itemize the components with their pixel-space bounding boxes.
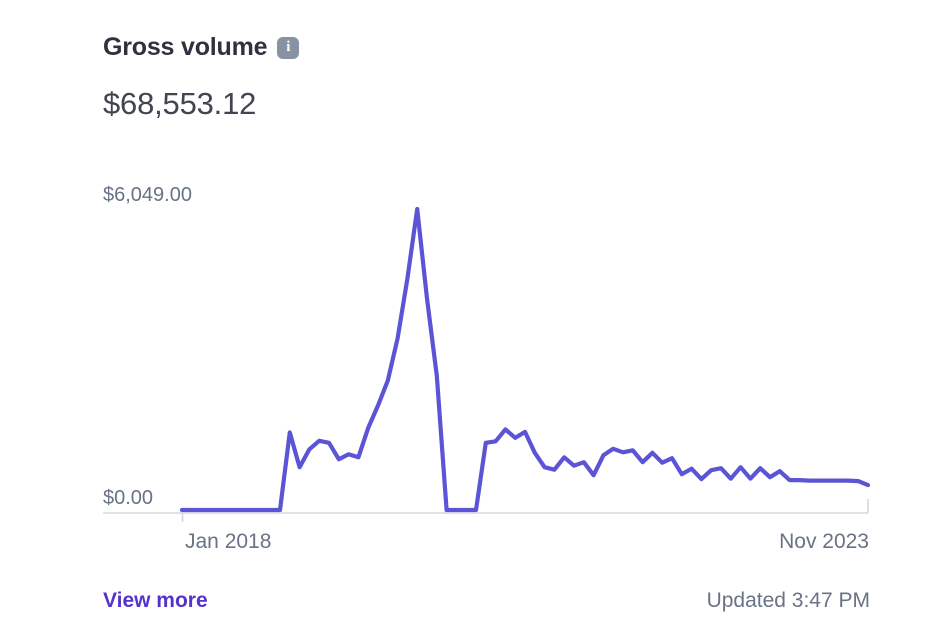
info-icon[interactable]: i: [277, 36, 300, 59]
updated-timestamp: Updated 3:47 PM: [706, 589, 870, 612]
x-axis-start-label: Jan 2018: [185, 530, 272, 553]
view-more-link[interactable]: View more: [103, 589, 208, 612]
gross-volume-total: $68,553.12: [103, 86, 257, 121]
widget-title: Gross volume: [103, 33, 268, 61]
y-axis-min-label: $0.00: [103, 487, 154, 509]
y-axis-max-label: $6,049.00: [103, 184, 192, 206]
volume-line-series: [179, 206, 870, 513]
x-axis-end-label: Nov 2023: [779, 530, 869, 553]
volume-chart-svg[interactable]: [103, 195, 870, 527]
widget-header: Gross volume i: [103, 33, 300, 62]
